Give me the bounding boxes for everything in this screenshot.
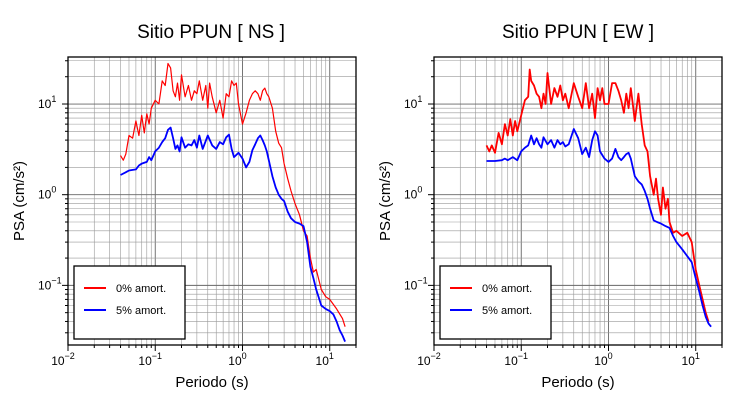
chart-panel-1: Sitio PPUN [ EW ]10−2 10−1 100 10110−110010… bbox=[377, 22, 723, 391]
x-tick-label: 100 bbox=[228, 351, 246, 368]
x-tick-exponent: −2 bbox=[65, 351, 75, 361]
x-tick-base: 10 bbox=[51, 354, 65, 368]
legend-box bbox=[439, 265, 552, 340]
y-tick-label: 101 bbox=[38, 94, 56, 111]
x-tick-base: 10 bbox=[504, 354, 518, 368]
y-tick-exponent: −1 bbox=[51, 275, 61, 285]
x-tick-exponent: 1 bbox=[695, 351, 700, 361]
y-tick-label: 100 bbox=[404, 185, 422, 202]
x-tick-base: 10 bbox=[138, 354, 152, 368]
x-tick-base: 10 bbox=[682, 354, 696, 368]
y-axis-label: PSA (cm/s²) bbox=[377, 161, 394, 241]
series-line-1 bbox=[486, 128, 712, 328]
legend-label-0: 0% amort. bbox=[482, 283, 532, 295]
x-axis-label: Periodo (s) bbox=[541, 374, 614, 391]
chart-panel-0: Sitio PPUN [ NS ]10−2 10−1 100 10110−110010… bbox=[11, 22, 357, 391]
legend-label-1: 5% amort. bbox=[482, 305, 532, 317]
y-tick-label: 100 bbox=[38, 185, 56, 202]
y-tick-base: 10 bbox=[38, 188, 52, 202]
y-tick-label: 101 bbox=[404, 94, 422, 111]
y-tick-exponent: 1 bbox=[417, 94, 422, 104]
series-line-0 bbox=[485, 68, 710, 322]
y-tick-exponent: 1 bbox=[51, 94, 56, 104]
y-tick-base: 10 bbox=[38, 278, 52, 292]
legend: 0% amort. 5% amort. bbox=[73, 265, 186, 340]
series-line-1 bbox=[120, 126, 346, 342]
x-tick-exponent: −1 bbox=[152, 351, 162, 361]
chart-title: Sitio PPUN [ NS ] bbox=[137, 22, 285, 43]
x-tick-label: 101 bbox=[682, 351, 700, 368]
y-tick-base: 10 bbox=[404, 97, 418, 111]
x-tick-label: 10−1 bbox=[138, 351, 162, 368]
x-tick-base: 10 bbox=[594, 354, 608, 368]
plot-frame bbox=[67, 56, 357, 346]
y-tick-base: 10 bbox=[404, 278, 418, 292]
y-tick-exponent: 0 bbox=[417, 185, 422, 195]
y-tick-label: 10−1 bbox=[404, 275, 428, 292]
y-tick-label: 10−1 bbox=[38, 275, 62, 292]
x-tick-label: 100 bbox=[594, 351, 612, 368]
y-tick-base: 10 bbox=[38, 97, 52, 111]
x-tick-base: 10 bbox=[228, 354, 242, 368]
y-tick-exponent: −1 bbox=[417, 275, 427, 285]
x-axis-label: Periodo (s) bbox=[175, 374, 248, 391]
axis-ticks bbox=[62, 60, 357, 351]
plot-frame bbox=[433, 56, 723, 346]
x-tick-label: 101 bbox=[316, 351, 334, 368]
x-tick-label: 10−1 bbox=[504, 351, 528, 368]
x-tick-exponent: 0 bbox=[608, 351, 613, 361]
legend: 0% amort. 5% amort. bbox=[439, 265, 552, 340]
x-tick-base: 10 bbox=[417, 354, 431, 368]
legend-label-0: 0% amort. bbox=[116, 283, 166, 295]
y-axis-label: PSA (cm/s²) bbox=[11, 161, 28, 241]
axis-ticks bbox=[428, 60, 723, 351]
x-tick-exponent: −2 bbox=[431, 351, 441, 361]
legend-box bbox=[73, 265, 186, 340]
y-tick-base: 10 bbox=[404, 188, 418, 202]
y-tick-exponent: 0 bbox=[51, 185, 56, 195]
legend-label-1: 5% amort. bbox=[116, 305, 166, 317]
series-line-0 bbox=[119, 62, 346, 327]
x-tick-base: 10 bbox=[316, 354, 330, 368]
x-tick-label: 10−2 bbox=[51, 351, 75, 368]
chart-title: Sitio PPUN [ EW ] bbox=[502, 22, 654, 43]
x-tick-label: 10−2 bbox=[417, 351, 441, 368]
x-tick-exponent: −1 bbox=[518, 351, 528, 361]
x-tick-exponent: 0 bbox=[242, 351, 247, 361]
x-tick-exponent: 1 bbox=[329, 351, 334, 361]
